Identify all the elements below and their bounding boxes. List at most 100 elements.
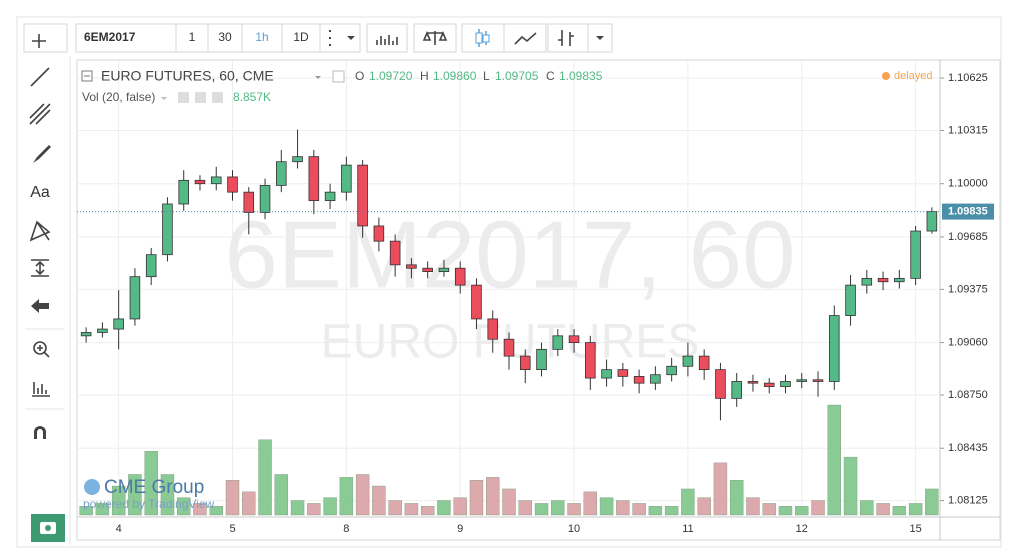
indicators-button[interactable] [366,23,408,53]
ohlc-key: O [355,69,364,83]
volume-bar [160,474,175,516]
zoom-tool[interactable] [33,341,47,355]
visibility-icon[interactable] [178,92,189,103]
settings-icon[interactable] [332,70,345,83]
interval-menu[interactable] [319,23,361,53]
volume-bar [404,503,419,516]
candle-body [243,191,255,213]
legend: EURO FUTURES, 60, CME O 1.09720 H 1.0986… [81,68,933,104]
candle-body [357,164,368,227]
ohlc-value: 1.09835 [559,69,603,83]
pitchfork-tool[interactable] [29,103,51,125]
bars-button[interactable] [547,23,589,53]
measure-tool[interactable] [31,259,49,277]
crosshair-button[interactable] [23,23,68,53]
candle-body [194,179,206,185]
candle-body [373,225,385,242]
volume-value: 8.857K [233,90,271,104]
candle-body [389,240,401,266]
candle-body [259,184,271,213]
last-price-label: 1.09835 [948,205,988,217]
interval-button[interactable] [207,23,243,53]
interval-button[interactable] [175,23,209,53]
remove-tool[interactable] [31,299,49,313]
y-tick-label: 1.08750 [948,389,988,401]
compare-icon [422,30,448,45]
settings-icon[interactable] [195,92,206,103]
candle-body [178,179,189,205]
candle-body [129,276,141,320]
volume-bar [697,497,711,516]
volume-bar [144,451,158,516]
x-tick-label: 11 [682,523,693,535]
interval-label: 1D [293,30,309,44]
volume-bar [193,503,207,516]
symbol-input[interactable] [75,23,177,53]
remove-icon[interactable] [212,92,223,103]
candle-body [487,318,499,340]
brush-tool[interactable] [33,145,51,163]
x-tick-label: 15 [909,523,921,535]
interval-label: 1h [255,30,268,44]
volume-bar [420,506,435,516]
volume-bar [567,503,581,516]
volume-bar [307,503,321,516]
trendline-tool[interactable] [30,67,50,87]
left-toolbar: Aa [25,56,71,545]
text-tool[interactable]: Aa [30,184,50,201]
volume-bar [502,488,516,516]
volume-bar [713,462,728,516]
candles-icon [475,32,483,44]
volume-bar [469,480,484,516]
crosshair-icon [32,34,46,48]
ohlc-key: L [483,69,490,83]
candle-body [829,315,840,382]
brand-powered: powered by TradingView [83,497,215,511]
candle-body [650,374,661,384]
branding: CME Group powered by TradingView [83,477,215,511]
volume-bar [746,497,760,516]
candle-body [406,264,417,269]
brand-name: CME Group [104,477,204,498]
candle-body [861,277,873,286]
interval-button[interactable] [281,23,321,53]
candle-body [601,369,612,379]
volume-bar [453,497,467,516]
magnet-tool[interactable] [34,426,46,439]
candle-body [894,277,905,283]
camera-icon [45,525,51,531]
volume-bar [892,506,907,516]
volume-bar [95,503,110,516]
pattern-tool[interactable] [29,220,51,242]
x-tick-label: 9 [457,523,463,535]
candle-body [503,338,515,357]
volume-bar [486,477,500,516]
symbol-text: 6EM2017 [84,30,136,44]
volume-bar [274,474,289,516]
volume-bar [908,503,923,516]
candle-body [763,382,775,387]
x-tick-label: 4 [116,523,122,535]
volume-bar [876,503,890,516]
x-tick-label: 10 [568,523,580,535]
candle-body [292,156,303,163]
ohlc-value: 1.09720 [369,69,413,83]
volume-bar [339,477,354,516]
bars-icon [558,30,574,46]
dropdown-arrow [315,76,321,79]
scale-tool[interactable] [32,382,50,397]
interval-label: 30 [218,30,232,44]
y-tick-label: 1.08435 [948,442,988,454]
volume-bar [762,503,776,516]
candle-body [454,267,466,286]
candle-body [80,332,92,337]
area-button[interactable] [503,23,547,53]
volume-bar [534,503,549,516]
candle-body [585,342,596,379]
volume-bar [225,480,240,516]
volume-bar [925,488,939,516]
candle-body [633,375,645,384]
dropdown-arrow [596,36,604,40]
y-tick-label: 1.09060 [948,336,988,348]
